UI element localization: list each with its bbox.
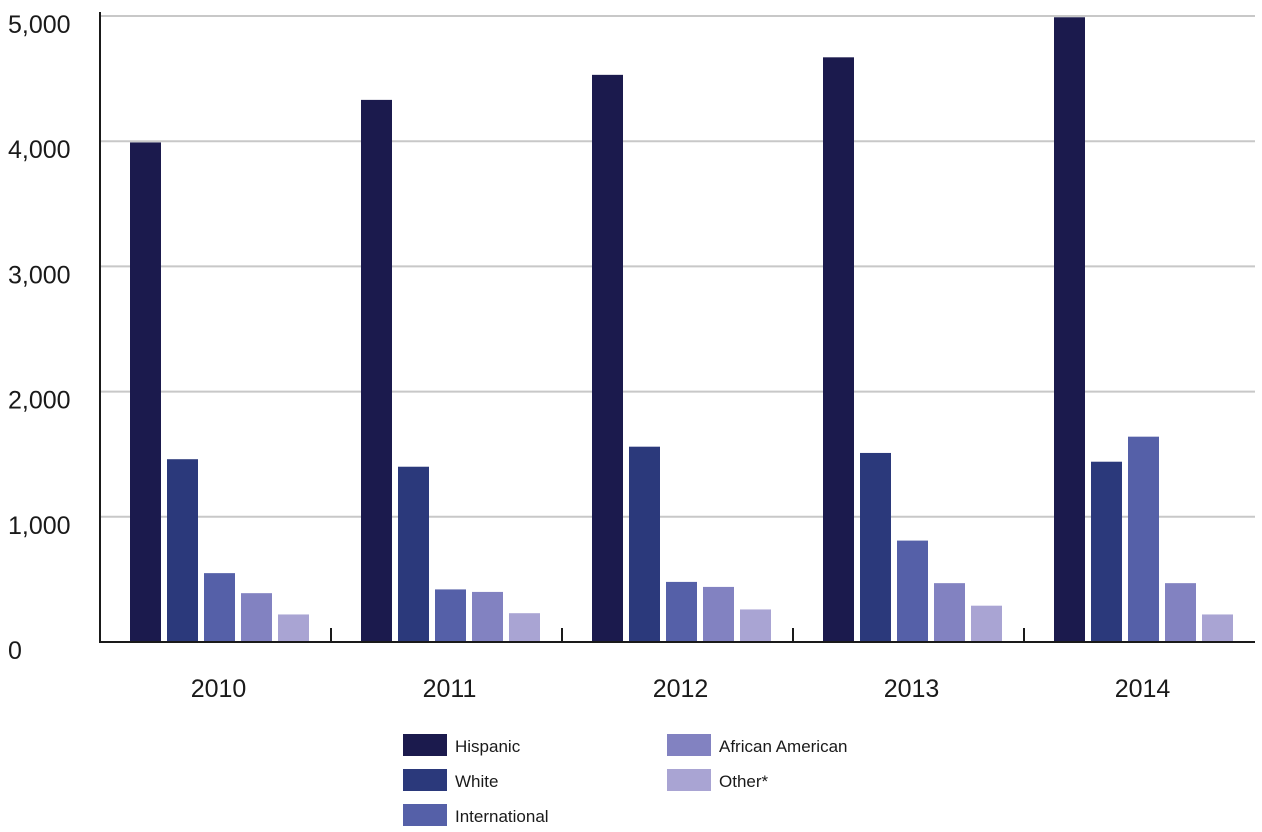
- y-tick-label: 4,000: [8, 136, 71, 164]
- bar-other-2013: [971, 605, 1002, 642]
- x-tick-label: 2012: [653, 675, 709, 703]
- legend-swatch-international: [403, 804, 447, 826]
- legend-label-other: Other*: [719, 772, 769, 791]
- bar-international-2010: [204, 573, 235, 642]
- bar-other-2010: [278, 614, 309, 642]
- legend-label-african-american: African American: [719, 737, 848, 756]
- x-tick-labels: 2010 2011 2012 2013 2014: [191, 675, 1171, 703]
- y-tick-label: 5,000: [8, 11, 71, 39]
- y-tick-label: 0: [8, 637, 22, 665]
- bar-international-2011: [435, 589, 466, 642]
- y-tick-label: 1,000: [8, 512, 71, 540]
- bar-white-2010: [167, 459, 198, 642]
- y-tick-labels: 0 1,000 2,000 3,000 4,000 5,000: [8, 11, 71, 665]
- bar-hispanic-2013: [823, 57, 854, 643]
- bar-international-2012: [666, 581, 697, 642]
- legend-label-white: White: [455, 772, 498, 791]
- legend-swatch-other: [667, 769, 711, 791]
- bar-hispanic-2010: [130, 142, 161, 642]
- legend-swatch-white: [403, 769, 447, 791]
- bar-african-american-2013: [934, 583, 965, 642]
- bar-other-2014: [1202, 614, 1233, 642]
- y-tick-label: 2,000: [8, 387, 71, 415]
- legend-label-international: International: [455, 807, 549, 826]
- legend-swatch-african-american: [667, 734, 711, 756]
- bars: [130, 17, 1233, 643]
- legend: Hispanic White International African Americ…: [403, 734, 848, 826]
- bar-white-2014: [1091, 461, 1122, 642]
- bar-international-2013: [897, 540, 928, 642]
- bar-african-american-2011: [472, 591, 503, 642]
- legend-swatch-hispanic: [403, 734, 447, 756]
- x-tick-label: 2010: [191, 675, 247, 703]
- bar-hispanic-2011: [361, 99, 392, 642]
- bar-hispanic-2012: [592, 74, 623, 643]
- axes: [99, 12, 1255, 643]
- x-tick-label: 2011: [423, 675, 477, 703]
- x-tick-label: 2014: [1115, 675, 1171, 703]
- y-tick-label: 3,000: [8, 261, 71, 289]
- bar-hispanic-2014: [1054, 17, 1085, 642]
- x-tick-label: 2013: [884, 675, 940, 703]
- bar-african-american-2012: [703, 586, 734, 642]
- bar-international-2014: [1128, 436, 1159, 642]
- bar-white-2012: [629, 446, 660, 642]
- bar-other-2012: [740, 609, 771, 642]
- bar-other-2011: [509, 613, 540, 642]
- legend-label-hispanic: Hispanic: [455, 737, 521, 756]
- bar-african-american-2014: [1165, 583, 1196, 642]
- bar-white-2013: [860, 452, 891, 642]
- bar-african-american-2010: [241, 593, 272, 642]
- bar-white-2011: [398, 466, 429, 642]
